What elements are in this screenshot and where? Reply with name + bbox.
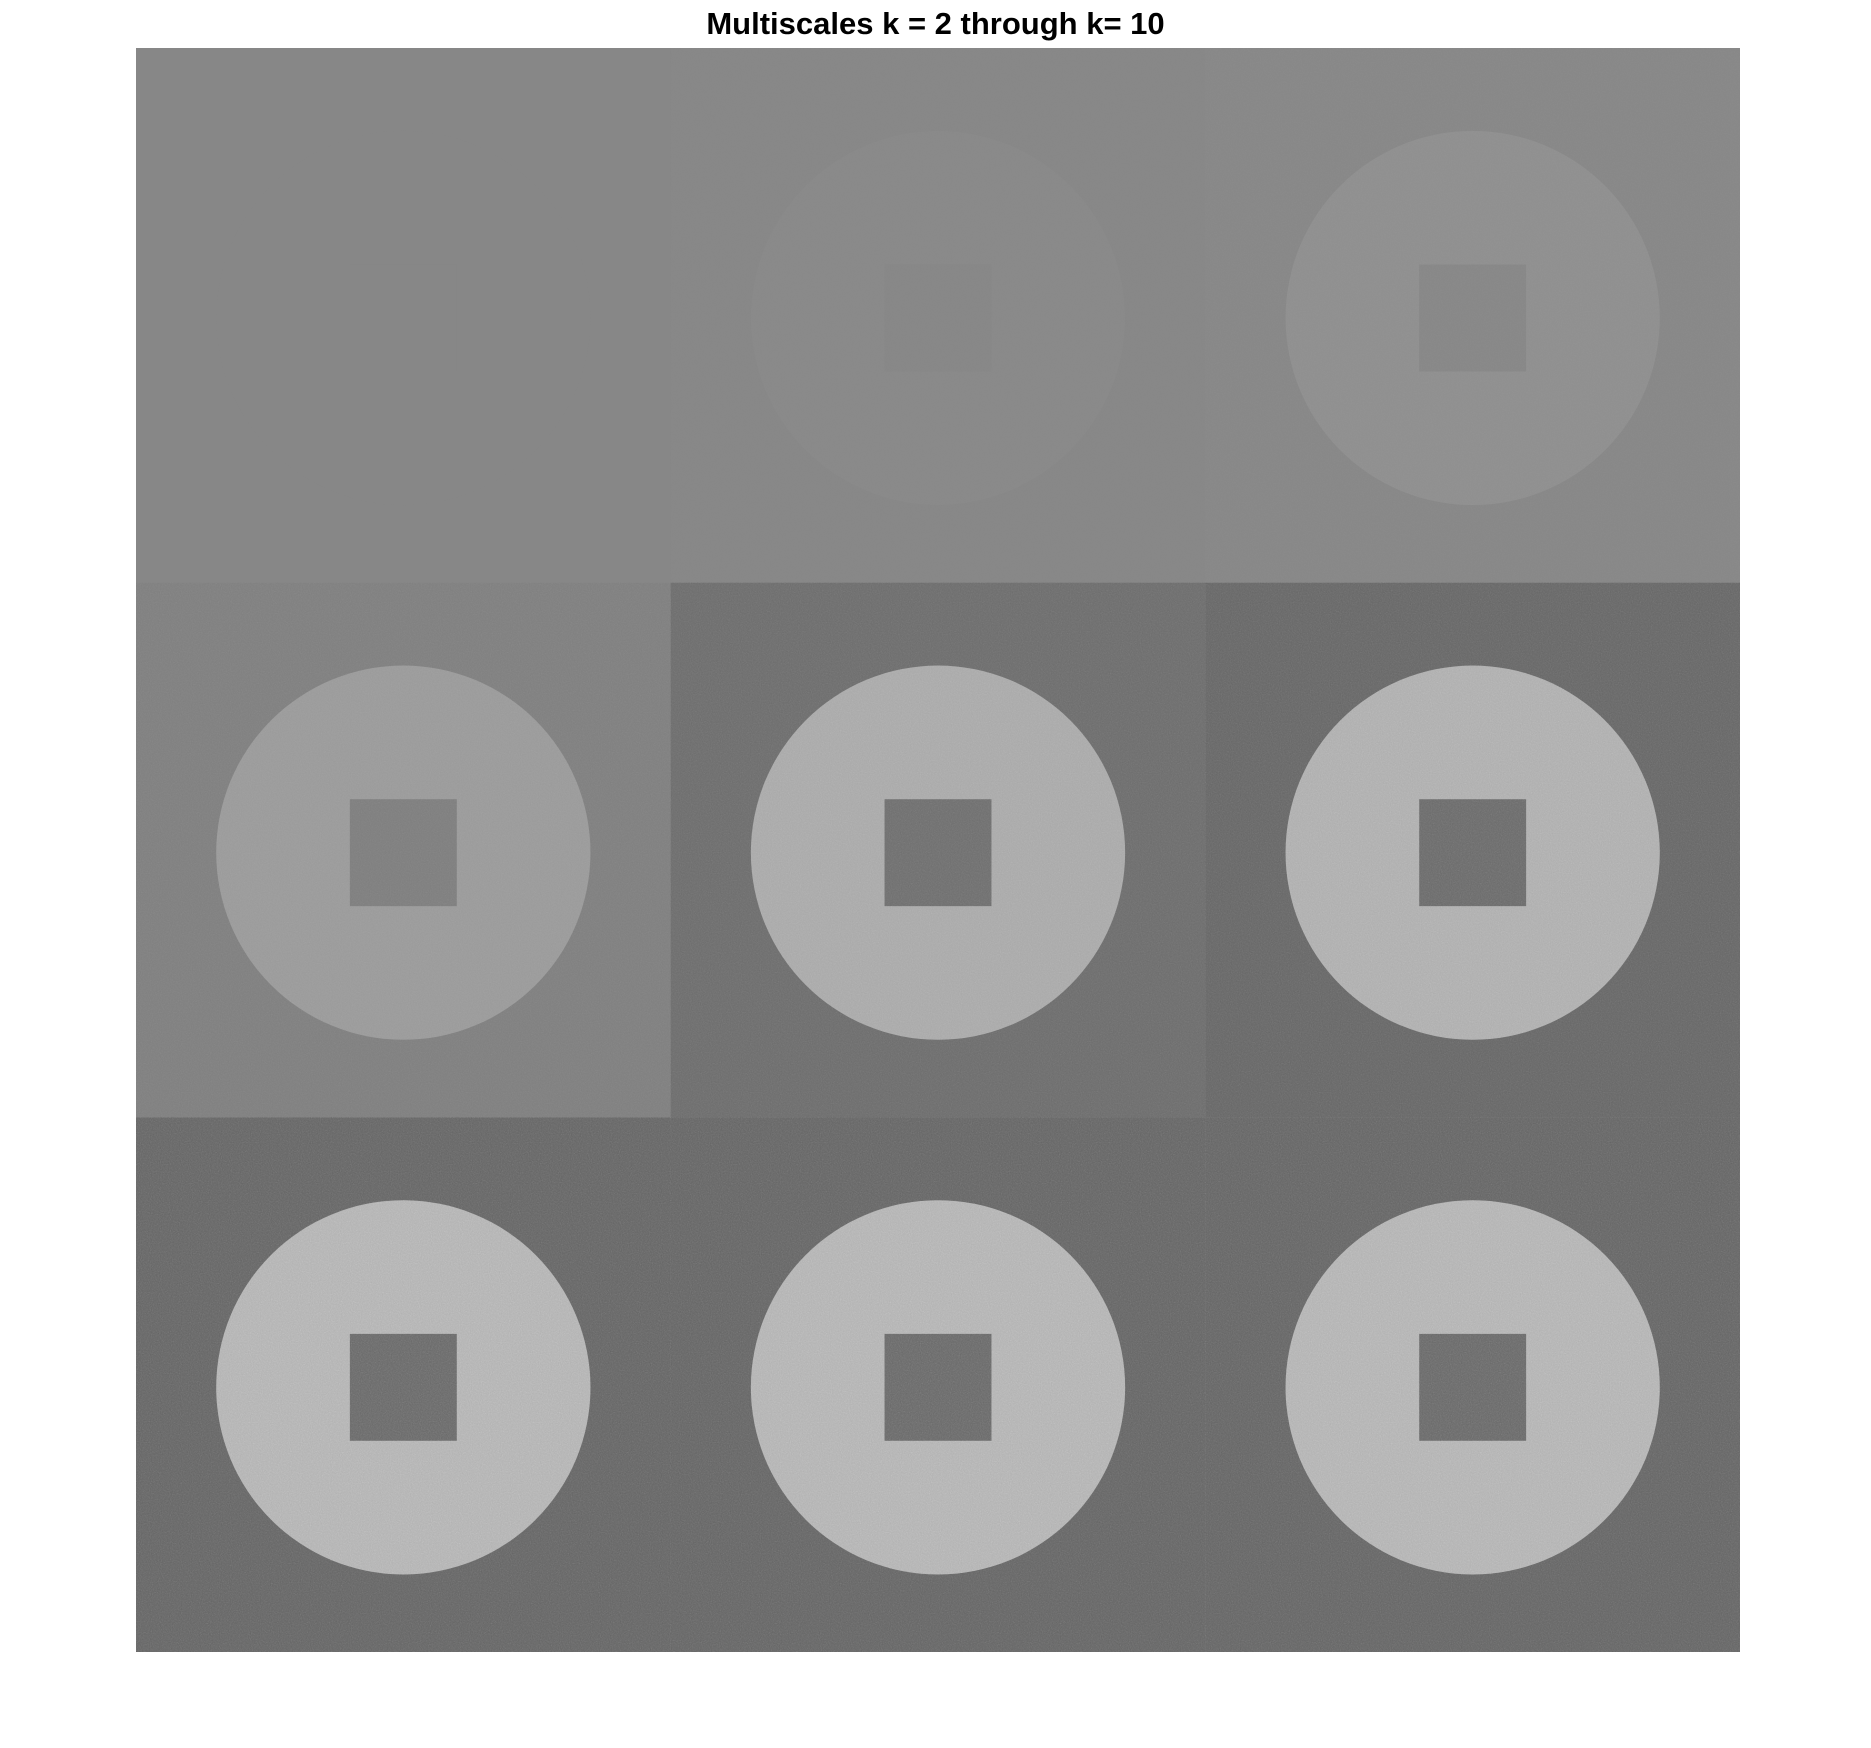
- panel-k7: [1205, 582, 1740, 1118]
- panel-k9: [670, 1117, 1206, 1652]
- panel-k6: [670, 582, 1206, 1118]
- figure-title: Multiscales k = 2 through k= 10: [706, 6, 1165, 41]
- center-square: [884, 264, 992, 372]
- noise-texture: [1205, 48, 1740, 583]
- noise-texture: [670, 1117, 1206, 1652]
- panel-k4: [1205, 48, 1740, 584]
- center-square: [349, 264, 457, 372]
- panel-k3: [670, 48, 1206, 584]
- noise-texture: [136, 582, 671, 1118]
- multiscale-montage: [136, 48, 1740, 1652]
- noise-texture: [1205, 1117, 1740, 1652]
- panel-k2: [136, 48, 672, 584]
- panel-k10: [1205, 1117, 1740, 1652]
- montage-image: [136, 48, 1740, 1652]
- noise-texture: [136, 1117, 671, 1652]
- noise-texture: [670, 582, 1206, 1118]
- panel-k8: [136, 1117, 672, 1652]
- noise-texture: [671, 48, 1206, 583]
- panel-k5: [136, 582, 672, 1118]
- noise-texture: [1205, 582, 1740, 1118]
